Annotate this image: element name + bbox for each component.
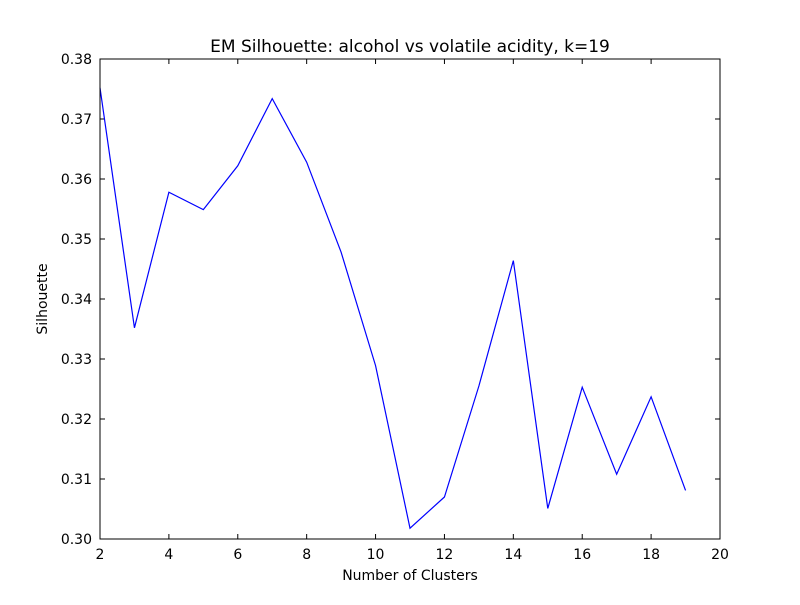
- y-tick-label: 0.37: [61, 112, 92, 128]
- x-axis-label: Number of Clusters: [342, 568, 478, 584]
- y-tick-label: 0.38: [61, 52, 92, 68]
- axis-ticks: 2 4 6 8 10 12 14 16 18 20 0.30 0.31 0.32 0.33 0.34 0.35…: [61, 52, 729, 563]
- x-tick-label: 20: [711, 547, 729, 563]
- x-tick-label: 2: [96, 547, 105, 563]
- series-layer: [99, 87, 687, 530]
- x-tick-label: 10: [367, 547, 385, 563]
- y-tick-label: 0.35: [61, 232, 92, 248]
- x-tick-label: 8: [302, 547, 311, 563]
- y-tick-label: 0.31: [61, 472, 92, 488]
- y-tick-label: 0.34: [61, 292, 92, 308]
- y-tick-label: 0.32: [61, 412, 92, 428]
- plot-frame: [99, 58, 721, 540]
- x-tick-label: 16: [573, 547, 591, 563]
- y-tick-label: 0.30: [61, 532, 92, 548]
- y-tick-label: 0.33: [61, 352, 92, 368]
- x-tick-label: 4: [164, 547, 173, 563]
- series-line: [99, 87, 687, 530]
- x-tick-label: 14: [504, 547, 522, 563]
- x-tick-label: 18: [642, 547, 660, 563]
- y-tick-label: 0.36: [61, 172, 92, 188]
- x-tick-label: 12: [436, 547, 454, 563]
- chart-title: EM Silhouette: alcohol vs volatile acidi…: [210, 37, 610, 57]
- x-tick-label: 6: [233, 547, 242, 563]
- y-axis-label: Silhouette: [35, 263, 51, 334]
